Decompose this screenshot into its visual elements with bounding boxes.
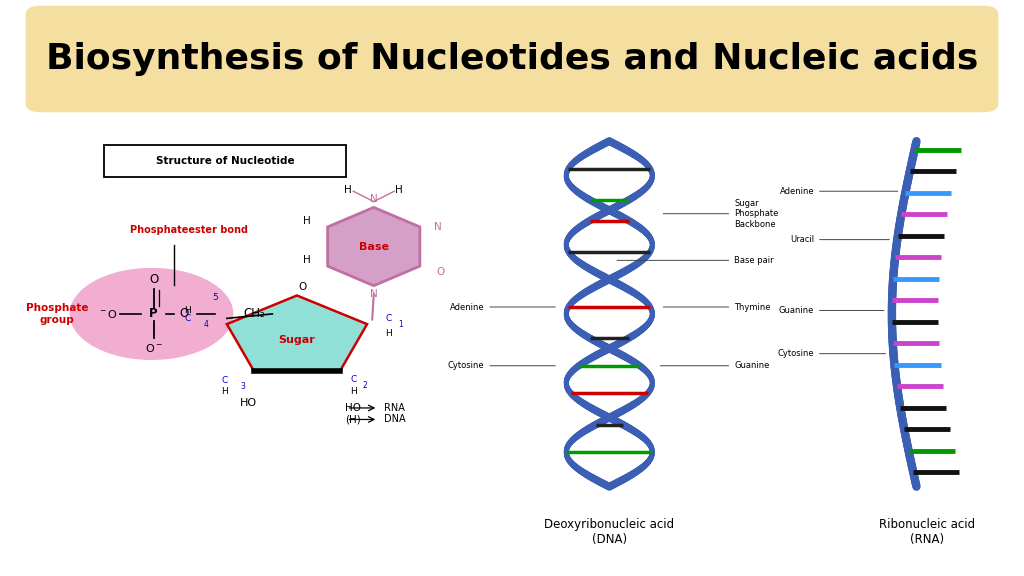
Text: N: N xyxy=(434,222,442,232)
Text: (H): (H) xyxy=(345,415,361,425)
Text: HO: HO xyxy=(345,403,361,413)
FancyBboxPatch shape xyxy=(104,145,346,177)
Text: 3: 3 xyxy=(241,382,245,391)
Text: P: P xyxy=(150,308,158,320)
Text: Cytosine: Cytosine xyxy=(447,361,555,370)
Text: C: C xyxy=(350,375,356,384)
Text: 5: 5 xyxy=(212,293,218,302)
Text: 1: 1 xyxy=(397,320,402,329)
Circle shape xyxy=(70,268,233,360)
Text: H: H xyxy=(350,386,357,396)
Polygon shape xyxy=(328,207,420,286)
Text: Base: Base xyxy=(358,241,389,252)
Text: DNA: DNA xyxy=(384,415,406,425)
Text: H: H xyxy=(303,255,311,266)
Text: Base pair: Base pair xyxy=(617,256,774,265)
Text: Sugar: Sugar xyxy=(279,335,315,345)
Text: Thymine: Thymine xyxy=(664,302,771,312)
Text: 4: 4 xyxy=(204,320,208,329)
Text: Phosphateester bond: Phosphateester bond xyxy=(130,225,249,236)
Text: C: C xyxy=(222,376,228,385)
Text: $\mathregular{^-}$O: $\mathregular{^-}$O xyxy=(98,308,119,320)
Text: H: H xyxy=(184,306,191,314)
Text: Sugar
Phosphate
Backbone: Sugar Phosphate Backbone xyxy=(664,199,778,229)
Text: N: N xyxy=(370,289,378,298)
Text: Phosphate
group: Phosphate group xyxy=(26,303,89,325)
Text: 2: 2 xyxy=(362,381,368,390)
Text: H: H xyxy=(395,185,403,195)
Text: C: C xyxy=(385,314,392,323)
Text: O: O xyxy=(179,308,189,320)
Text: O$\mathregular{^-}$: O$\mathregular{^-}$ xyxy=(144,343,163,354)
Text: H: H xyxy=(385,329,392,338)
Text: CH₂: CH₂ xyxy=(244,308,265,320)
Text: Structure of Nucleotide: Structure of Nucleotide xyxy=(156,156,295,166)
Text: Uracil: Uracil xyxy=(790,235,890,244)
Text: H: H xyxy=(303,216,311,226)
Text: N: N xyxy=(370,195,378,204)
Text: O: O xyxy=(436,267,444,277)
Text: O: O xyxy=(298,282,306,292)
Text: Ribonucleic acid
(RNA): Ribonucleic acid (RNA) xyxy=(879,518,975,547)
Text: Guanine: Guanine xyxy=(660,361,770,370)
Text: HO: HO xyxy=(240,398,257,408)
Text: Adenine: Adenine xyxy=(779,187,898,196)
Text: Adenine: Adenine xyxy=(450,302,555,312)
Text: Cytosine: Cytosine xyxy=(777,349,886,358)
Text: Guanine: Guanine xyxy=(778,306,884,315)
Text: Deoxyribonucleic acid
(DNA): Deoxyribonucleic acid (DNA) xyxy=(544,518,675,547)
Polygon shape xyxy=(227,295,367,370)
Text: C: C xyxy=(184,314,191,323)
Text: RNA: RNA xyxy=(384,403,406,413)
FancyBboxPatch shape xyxy=(26,6,998,112)
Text: H: H xyxy=(344,185,352,195)
Text: O: O xyxy=(148,273,159,286)
Text: Biosynthesis of Nucleotides and Nucleic acids: Biosynthesis of Nucleotides and Nucleic … xyxy=(46,42,978,77)
Text: H: H xyxy=(221,386,228,396)
